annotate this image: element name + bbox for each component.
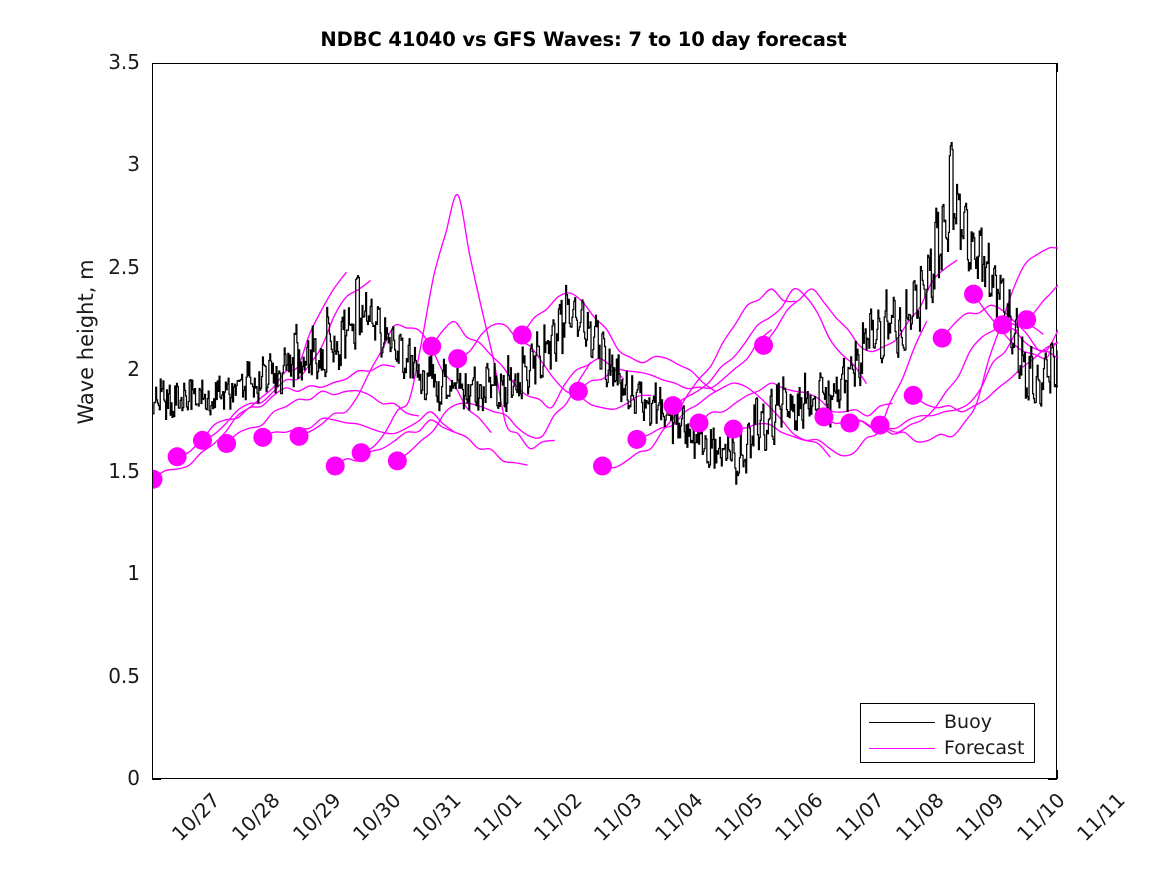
y-tick-label: 2.5 bbox=[108, 254, 140, 279]
forecast-line-path bbox=[225, 389, 420, 445]
forecast-init-markers-group bbox=[153, 284, 1037, 489]
legend-line-icon-buoy bbox=[869, 721, 935, 723]
y-tick-mark bbox=[1048, 779, 1057, 780]
y-tick-label: 0 bbox=[127, 766, 140, 790]
x-tick-label: 11/08 bbox=[890, 788, 949, 846]
x-tick-label: 11/04 bbox=[649, 788, 708, 846]
forecast-init-marker bbox=[992, 315, 1012, 335]
forecast-init-marker bbox=[964, 284, 984, 304]
buoy-line-path bbox=[153, 141, 1058, 485]
x-tick-mark bbox=[1057, 63, 1058, 72]
legend-label-forecast: Forecast bbox=[944, 736, 1025, 759]
legend-line-icon-forecast bbox=[869, 747, 935, 749]
forecast-line-path bbox=[636, 382, 831, 458]
forecast-init-marker bbox=[448, 349, 468, 369]
legend-item-buoy: Buoy bbox=[869, 709, 1026, 735]
forecast-series-group bbox=[153, 194, 1058, 480]
forecast-init-marker bbox=[814, 407, 834, 427]
forecast-line-path bbox=[879, 246, 1058, 443]
x-tick-label: 11/06 bbox=[770, 788, 828, 846]
y-axis-label: Wave height, m bbox=[74, 259, 98, 425]
y-tick-mark bbox=[152, 779, 161, 780]
x-tick-label: 10/30 bbox=[347, 788, 406, 846]
forecast-init-marker bbox=[289, 426, 309, 446]
y-tick-label: 3.5 bbox=[108, 50, 140, 74]
forecast-init-marker bbox=[840, 413, 860, 433]
plot-area bbox=[152, 63, 1058, 779]
forecast-init-marker bbox=[754, 335, 774, 355]
forecast-line-path bbox=[1001, 324, 1058, 352]
forecast-line-path bbox=[360, 194, 555, 454]
forecast-init-marker bbox=[167, 447, 187, 467]
forecast-line-path bbox=[298, 323, 492, 437]
y-tick-label: 3 bbox=[127, 152, 140, 177]
x-tick-label: 11/02 bbox=[528, 788, 587, 846]
forecast-line-path bbox=[201, 364, 396, 442]
legend-item-forecast: Forecast bbox=[869, 735, 1026, 761]
x-tick-label: 10/27 bbox=[166, 788, 225, 846]
x-tick-label: 10/29 bbox=[287, 788, 346, 846]
forecast-init-marker bbox=[932, 328, 952, 348]
forecast-init-marker bbox=[689, 413, 709, 433]
buoy-series-group bbox=[153, 141, 1058, 485]
x-tick-label: 11/07 bbox=[830, 788, 889, 846]
forecast-init-marker bbox=[387, 451, 407, 471]
x-tick-mark bbox=[1057, 770, 1058, 779]
forecast-line-path bbox=[457, 323, 652, 410]
x-tick-label: 10/28 bbox=[227, 788, 285, 846]
legend: Buoy Forecast bbox=[860, 703, 1035, 763]
forecast-init-marker bbox=[592, 456, 612, 476]
forecast-init-marker bbox=[325, 456, 345, 476]
forecast-line-path bbox=[396, 361, 592, 462]
x-tick-label: 11/05 bbox=[709, 788, 768, 846]
forecast-line-path bbox=[672, 288, 867, 407]
forecast-line-path bbox=[762, 259, 958, 353]
forecast-init-marker bbox=[253, 427, 273, 447]
y-tick-label: 1.5 bbox=[108, 459, 140, 484]
forecast-init-marker bbox=[351, 443, 371, 463]
y-tick-label: 1 bbox=[127, 561, 140, 586]
forecast-init-marker bbox=[903, 385, 923, 405]
forecast-line-path bbox=[521, 292, 716, 392]
forecast-init-marker bbox=[723, 419, 743, 439]
forecast-line-path bbox=[431, 320, 625, 409]
forecast-init-marker bbox=[627, 429, 647, 449]
x-tick-label: 11/10 bbox=[1011, 788, 1070, 846]
forecast-line-path bbox=[912, 341, 1058, 413]
x-tick-label: 11/09 bbox=[951, 788, 1009, 846]
forecast-line-path bbox=[732, 321, 928, 457]
forecast-init-marker bbox=[217, 433, 237, 453]
x-tick-label: 11/01 bbox=[468, 788, 527, 846]
forecast-init-marker bbox=[192, 430, 212, 450]
forecast-init-marker bbox=[153, 469, 163, 489]
forecast-init-marker bbox=[422, 336, 442, 356]
y-tick-label: 0.5 bbox=[108, 663, 140, 688]
forecast-init-marker bbox=[512, 325, 532, 345]
forecast-line-path bbox=[698, 382, 893, 424]
x-tick-label: 11/03 bbox=[589, 788, 647, 846]
forecast-line-path bbox=[823, 329, 1018, 430]
x-tick-label: 11/11 bbox=[1071, 788, 1130, 846]
forecast-init-marker bbox=[568, 381, 588, 401]
forecast-line-path bbox=[941, 304, 1058, 360]
forecast-init-marker bbox=[1017, 310, 1037, 330]
forecast-init-marker bbox=[663, 396, 683, 416]
legend-label-buoy: Buoy bbox=[944, 710, 992, 733]
plot-series-svg bbox=[153, 141, 1058, 489]
y-tick-label: 2 bbox=[127, 356, 140, 381]
forecast-init-marker bbox=[870, 415, 890, 435]
forecast-line-path bbox=[601, 288, 797, 469]
x-tick-label: 10/31 bbox=[408, 788, 466, 846]
chart-title: NDBC 41040 vs GFS Waves: 7 to 10 day for… bbox=[320, 28, 847, 51]
